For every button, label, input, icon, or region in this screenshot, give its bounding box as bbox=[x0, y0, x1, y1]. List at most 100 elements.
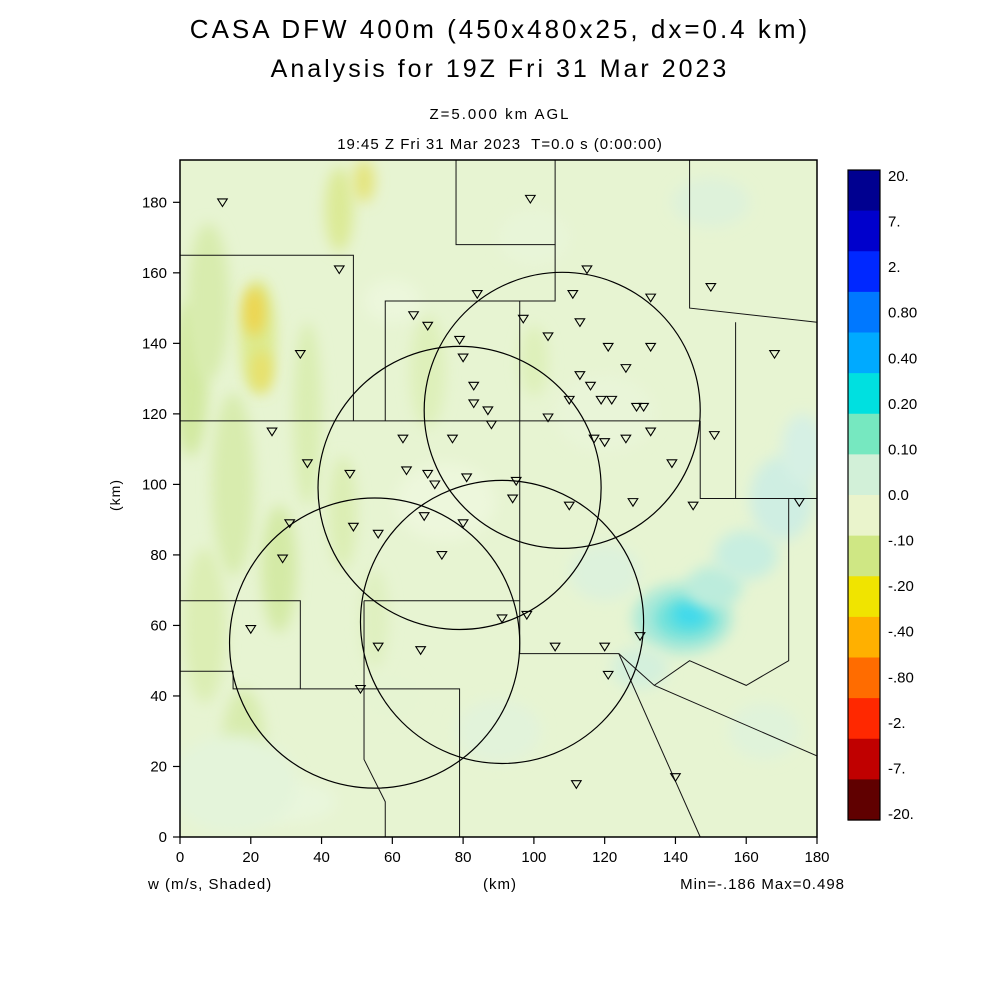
colorbar-segment bbox=[848, 779, 880, 821]
time-label: 19:45 Z Fri 31 Mar 2023 T=0.0 s (0:00:00… bbox=[337, 136, 663, 153]
station-marker bbox=[457, 353, 469, 363]
shading-patch bbox=[671, 602, 708, 628]
station-marker bbox=[574, 318, 586, 328]
station-marker bbox=[429, 480, 441, 490]
colorbar-label: -.20 bbox=[888, 578, 914, 595]
station-marker bbox=[457, 519, 469, 529]
station-marker bbox=[397, 434, 409, 444]
colorbar-label: 7. bbox=[888, 214, 901, 231]
station-marker bbox=[620, 364, 632, 374]
shading-patch bbox=[211, 392, 255, 577]
station-marker bbox=[584, 381, 597, 391]
shading-patch bbox=[328, 456, 357, 570]
station-marker bbox=[294, 349, 307, 360]
station-marker bbox=[768, 349, 781, 360]
station-marker bbox=[216, 198, 229, 208]
station-marker bbox=[418, 512, 430, 522]
colorbar-segment bbox=[848, 210, 880, 252]
station-marker bbox=[283, 519, 296, 529]
station-marker bbox=[244, 625, 257, 635]
station-marker bbox=[407, 311, 420, 321]
county-line bbox=[180, 670, 461, 837]
colorbar-segment bbox=[848, 170, 880, 212]
station-marker bbox=[563, 395, 576, 406]
colorbar-segment bbox=[848, 373, 880, 415]
station-marker bbox=[524, 194, 537, 205]
colorbar-segment bbox=[848, 657, 880, 699]
colorbar-label: -.10 bbox=[888, 533, 914, 550]
station-markers bbox=[216, 194, 806, 790]
colorbar-segment bbox=[848, 535, 880, 577]
station-marker bbox=[588, 434, 600, 444]
station-marker bbox=[414, 646, 427, 656]
station-marker bbox=[467, 381, 480, 391]
colorbar-segment bbox=[848, 251, 880, 293]
shading-patch bbox=[293, 322, 322, 506]
chart-subtitle: Analysis for 19Z Fri 31 Mar 2023 bbox=[270, 55, 730, 83]
station-marker bbox=[485, 420, 498, 430]
shading-patch bbox=[611, 646, 669, 689]
station-marker bbox=[276, 554, 289, 564]
county-line bbox=[384, 300, 520, 421]
y-tick-label: 120 bbox=[142, 406, 167, 423]
shading-patch bbox=[410, 315, 446, 428]
station-marker bbox=[421, 321, 434, 331]
y-tick-label: 100 bbox=[142, 476, 167, 493]
shading-patch bbox=[781, 413, 817, 485]
county-boundaries bbox=[180, 160, 817, 837]
shading-patch bbox=[183, 547, 227, 704]
county-line bbox=[699, 420, 817, 499]
station-marker bbox=[521, 610, 533, 621]
station-marker bbox=[549, 642, 561, 652]
shading-patch bbox=[498, 209, 570, 266]
station-marker bbox=[666, 459, 678, 469]
range-ring bbox=[359, 479, 645, 765]
station-marker bbox=[630, 402, 643, 413]
shading-patch bbox=[187, 223, 230, 379]
field-shading bbox=[180, 160, 817, 837]
shading-patch bbox=[555, 375, 655, 453]
station-marker bbox=[421, 469, 434, 480]
x-tick-label: 100 bbox=[521, 849, 546, 866]
station-marker bbox=[542, 332, 554, 342]
colorbar-label: 2. bbox=[888, 259, 901, 276]
station-marker bbox=[644, 427, 657, 437]
station-marker bbox=[563, 501, 576, 511]
station-marker bbox=[567, 290, 579, 300]
station-marker bbox=[372, 529, 384, 539]
x-tick-label: 160 bbox=[734, 849, 759, 866]
station-marker bbox=[669, 773, 682, 783]
axes: 0 20 40 60 80 100 120 140 160 180 0 20 40 60 80 100 120 1… bbox=[142, 194, 830, 866]
radar-range-rings bbox=[228, 271, 701, 789]
chart-title: CASA DFW 400m (450x480x25, dx=0.4 km) bbox=[189, 14, 811, 44]
x-tick-label: 80 bbox=[455, 849, 472, 866]
colorbar-segment bbox=[848, 332, 880, 374]
station-marker bbox=[598, 642, 611, 652]
x-tick-label: 20 bbox=[242, 849, 259, 866]
station-marker bbox=[471, 290, 484, 300]
station-marker bbox=[266, 427, 278, 437]
station-marker bbox=[620, 434, 632, 444]
plot-frame bbox=[179, 159, 818, 838]
station-marker bbox=[793, 498, 806, 508]
colorbar-segment bbox=[848, 576, 880, 618]
shading-patch bbox=[360, 569, 389, 668]
station-marker bbox=[372, 642, 384, 652]
station-marker bbox=[598, 438, 611, 448]
station-marker bbox=[574, 371, 586, 381]
station-marker bbox=[570, 780, 583, 790]
colorbar-label: 0.20 bbox=[888, 396, 917, 413]
x-tick-label: 40 bbox=[313, 849, 330, 866]
level-label: Z=5.000 km AGL bbox=[429, 106, 571, 123]
station-marker bbox=[542, 413, 554, 423]
shading-patch bbox=[250, 350, 273, 393]
colorbar-segment bbox=[848, 616, 880, 659]
colorbar-segment bbox=[848, 738, 880, 780]
shading-patch bbox=[325, 167, 354, 252]
colorbar-label: 0.80 bbox=[888, 305, 917, 322]
station-marker bbox=[354, 684, 367, 695]
colorbar-label: -7. bbox=[888, 760, 906, 777]
colorbar-segment bbox=[848, 495, 880, 537]
colorbar-label: 0.0 bbox=[888, 487, 909, 504]
station-marker bbox=[687, 501, 699, 511]
